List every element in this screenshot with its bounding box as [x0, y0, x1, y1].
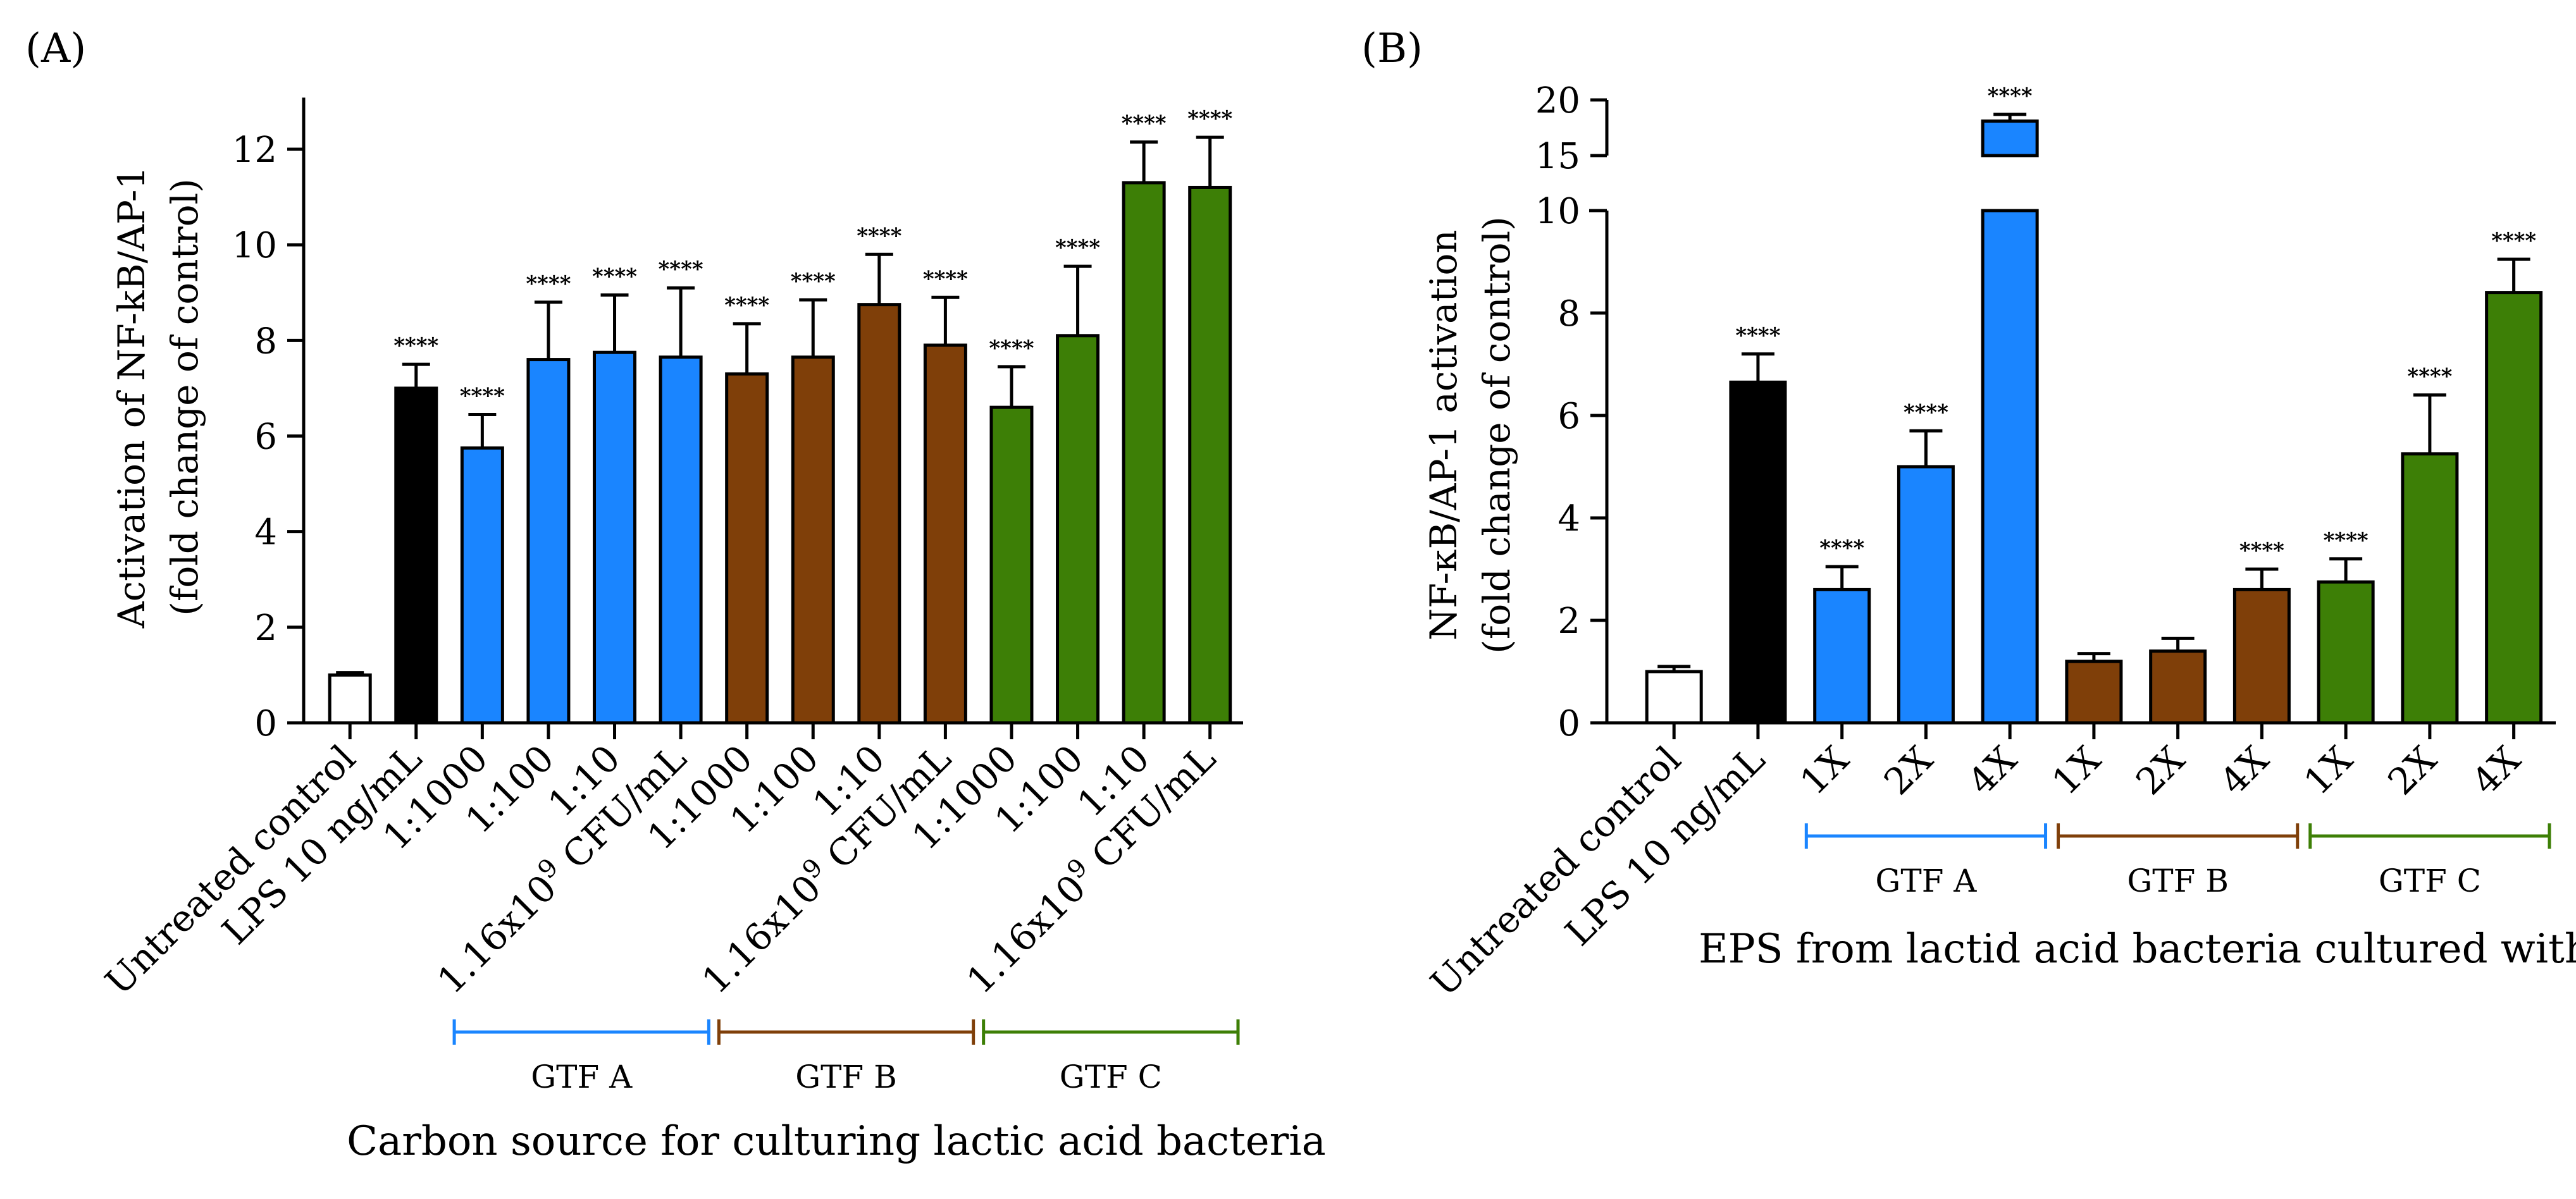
panel-a-y-tick-label: 2 — [254, 608, 277, 649]
panel-b-label: (B) — [1361, 25, 1423, 72]
panel-a-y-axis-title-line2: (fold change of control) — [163, 178, 206, 616]
panel-b-category-label: 1X — [1792, 737, 1857, 803]
panel-b-significance-label: **** — [1735, 323, 1780, 348]
panel-a-y-tick-label: 12 — [232, 130, 277, 171]
panel-b-y-tick-label: 8 — [1557, 293, 1580, 335]
panel-a-significance-label: **** — [724, 293, 769, 318]
panel-b-bar — [2401, 452, 2459, 725]
panel-a-bar — [725, 372, 769, 725]
panel-a-significance-label: **** — [592, 264, 637, 290]
panel-b-y-axis-title-line2: (fold change of control) — [1475, 216, 1518, 654]
panel-b-bar — [1729, 380, 1787, 725]
panel-b-category-label: 4X — [2463, 737, 2529, 803]
panel-b-y-tick-label: 0 — [1557, 703, 1580, 744]
panel-a-significance-label: **** — [989, 336, 1034, 361]
panel-a-bar — [989, 405, 1034, 725]
panel-a-label: (A) — [25, 25, 86, 72]
panel-a-significance-label: **** — [393, 333, 438, 359]
panel-b-significance-label: **** — [2407, 364, 2452, 390]
panel-b-y-tick-label: 20 — [1535, 80, 1580, 121]
panel-a-significance-label: **** — [1187, 106, 1232, 132]
panel-b-category-label: 4X — [1960, 737, 2026, 803]
panel-b-y-tick-label: 15 — [1535, 136, 1580, 177]
panel-a: (A) Activation of NF-kB/AP-1 (fold chang… — [25, 25, 1326, 1165]
panel-b-category-label: 2X — [2379, 737, 2445, 803]
panel-a-bar — [460, 446, 504, 725]
panel-b-category-label: 2X — [1876, 737, 1941, 803]
panel-a-significance-label: **** — [923, 266, 968, 292]
panel-b-bar — [1645, 670, 1703, 725]
panel-a-significance-label: **** — [659, 257, 703, 282]
panel-a-bar — [1122, 181, 1166, 725]
panel-a-significance-label: **** — [526, 271, 571, 297]
panel-b-group-label: GTF A — [1875, 863, 1977, 899]
panel-b-significance-label: **** — [2239, 538, 2284, 563]
panel-b-group-label: GTF C — [2379, 863, 2481, 899]
panel-b-bar — [1897, 465, 1955, 725]
panel-b-bar-lower-segment — [1981, 209, 2039, 725]
panel-a-significance-label: **** — [791, 269, 836, 294]
panel-a-y-tick-label: 6 — [254, 417, 277, 458]
panel-b-bar — [2065, 660, 2123, 725]
panel-b-y-axis-title-line1: NF-κB/AP-1 activation — [1422, 230, 1465, 640]
panel-a-significance-label: **** — [857, 223, 901, 249]
panel-b-bar-upper-segment — [1981, 119, 2039, 157]
panel-b-y-tick-label: 2 — [1557, 601, 1580, 642]
panel-b-significance-label: **** — [1988, 83, 2033, 109]
panel-a-bar — [659, 355, 703, 725]
panel-b-x-axis-title: EPS from lactid acid bacteria cultured w… — [1699, 926, 2576, 973]
panel-a-y-axis-title-line1: Activation of NF-kB/AP-1 — [110, 166, 153, 629]
panel-b-y-tick-label: 10 — [1535, 191, 1580, 232]
panel-b-category-label: 1X — [2043, 737, 2109, 803]
panel-b-category-label: 2X — [2127, 737, 2193, 803]
panel-a-group-label: GTF A — [531, 1059, 633, 1095]
panel-a-significance-label: **** — [460, 383, 505, 409]
panel-b-significance-label: **** — [2491, 228, 2536, 254]
panel-b-group-label: GTF B — [2127, 863, 2229, 899]
panel-a-group-label: GTF B — [795, 1059, 897, 1095]
panel-a-y-tick-label: 8 — [254, 321, 277, 362]
panel-b-bar — [1813, 587, 1871, 725]
panel-b-category-label: 4X — [2212, 737, 2277, 803]
panel-a-bar — [857, 303, 901, 725]
panel-b-bar — [2485, 291, 2543, 725]
panel-a-y-tick-label: 0 — [254, 703, 277, 744]
panel-b: (B) NF-κB/AP-1 activation (fold change o… — [1361, 25, 2576, 1005]
panel-a-bar — [923, 343, 967, 725]
panel-a-bar — [593, 350, 637, 725]
panel-b-y-tick-label: 6 — [1557, 396, 1580, 437]
panel-b-y-tick-label: 4 — [1557, 498, 1580, 539]
panel-a-significance-label: **** — [1122, 111, 1167, 137]
panel-b-bar — [2149, 649, 2207, 725]
panel-a-bar — [791, 355, 835, 725]
panel-a-significance-label: **** — [1055, 235, 1100, 261]
panel-b-bar — [2317, 580, 2375, 725]
panel-a-group-label: GTF C — [1060, 1059, 1162, 1095]
panel-b-significance-label: **** — [1819, 536, 1864, 561]
panel-b-category-label: 1X — [2296, 737, 2362, 803]
panel-b-significance-label: **** — [2324, 528, 2369, 553]
panel-a-bar — [394, 386, 438, 725]
panel-a-bar — [328, 673, 372, 725]
panel-b-significance-label: **** — [1904, 400, 1948, 425]
panel-a-y-tick-label: 4 — [254, 512, 277, 553]
panel-a-bar — [526, 358, 571, 725]
panel-a-x-axis-title: Carbon source for culturing lactic acid … — [347, 1118, 1326, 1165]
panel-a-y-tick-label: 10 — [232, 225, 277, 266]
panel-a-bar — [1188, 185, 1232, 725]
panel-b-bar — [2232, 587, 2291, 725]
panel-a-bar — [1056, 334, 1100, 725]
